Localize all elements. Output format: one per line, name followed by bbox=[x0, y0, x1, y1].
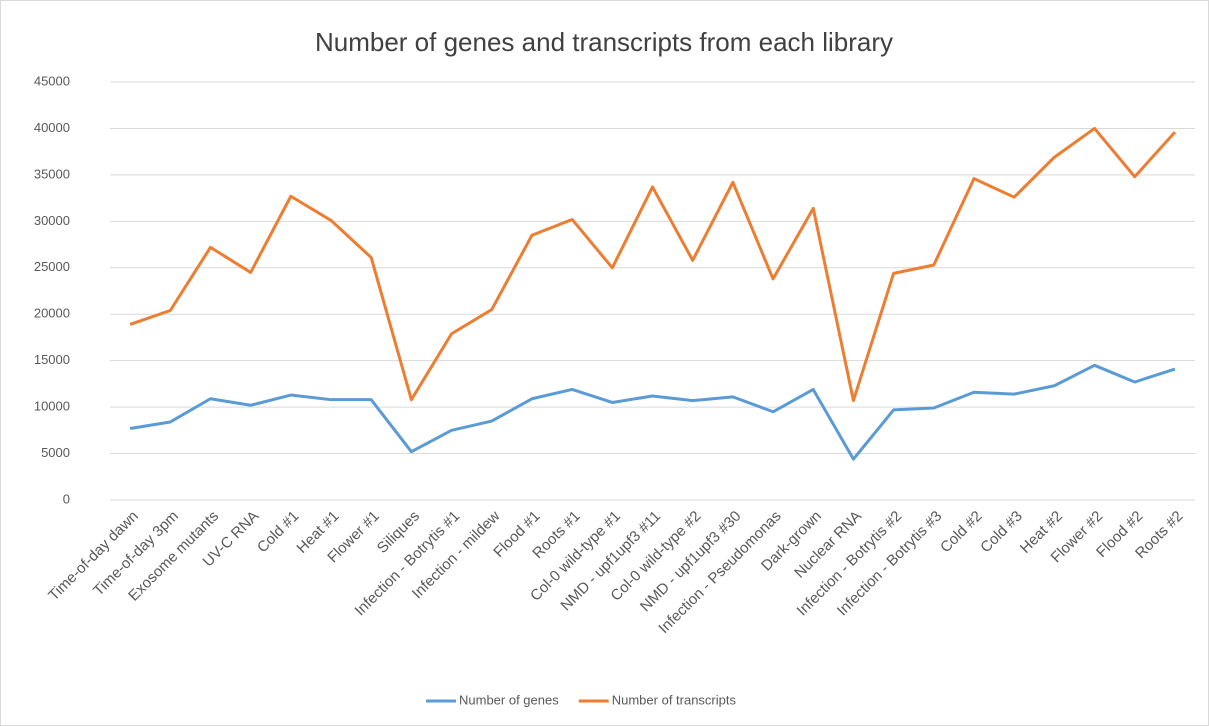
y-tick-label: 45000 bbox=[34, 73, 70, 88]
y-tick-label: 35000 bbox=[34, 166, 70, 181]
legend-label: Number of transcripts bbox=[612, 692, 737, 707]
series-line bbox=[129, 363, 1176, 461]
y-tick-label: 10000 bbox=[34, 399, 70, 414]
legend-label: Number of genes bbox=[459, 692, 559, 707]
y-tick-label: 20000 bbox=[34, 306, 70, 321]
y-tick-label: 15000 bbox=[34, 352, 70, 367]
y-tick-label: 0 bbox=[63, 491, 70, 506]
y-tick-label: 25000 bbox=[34, 259, 70, 274]
chart-title: Number of genes and transcripts from eac… bbox=[315, 27, 893, 57]
y-tick-label: 40000 bbox=[34, 120, 70, 135]
series-line bbox=[129, 126, 1177, 403]
y-tick-label: 30000 bbox=[34, 213, 70, 228]
y-tick-label: 5000 bbox=[41, 445, 70, 460]
